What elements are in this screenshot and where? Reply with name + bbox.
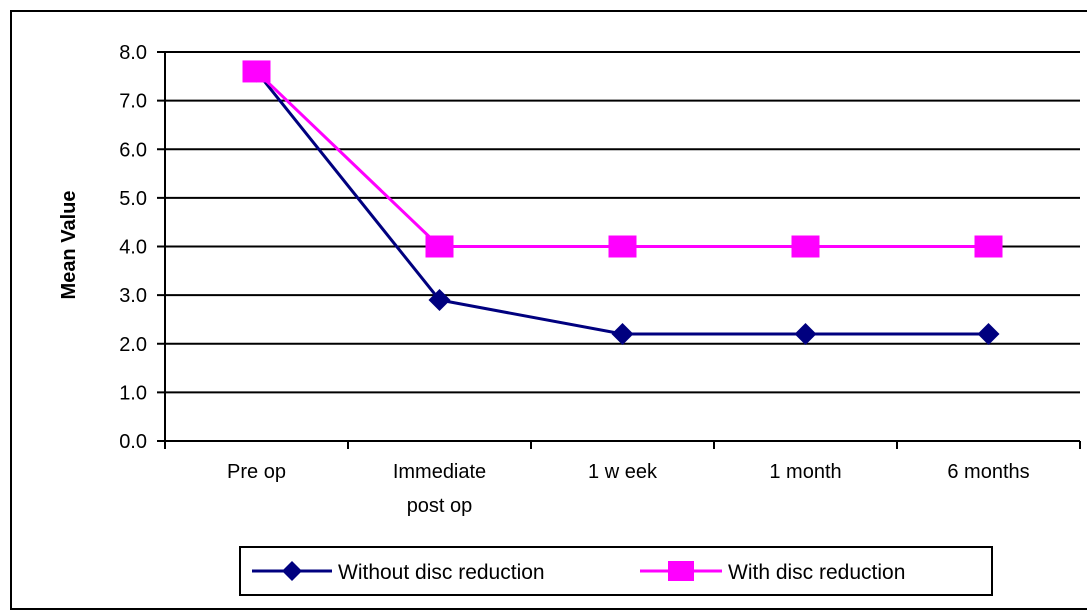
x-tick-label: 1 month — [769, 461, 841, 483]
legend-marker — [282, 561, 302, 581]
y-tick-label: 2.0 — [119, 334, 147, 356]
data-point — [608, 235, 637, 258]
y-tick-label: 5.0 — [119, 188, 147, 210]
data-point — [428, 288, 451, 311]
series-layer — [242, 60, 1003, 346]
line-chart: 0.0 1.0 2.0 3.0 4.0 5.0 6.0 7.0 8.0 Pre op Immedia… — [58, 42, 1081, 596]
x-tick-label: Immediate — [393, 461, 486, 483]
y-tick-label: 0.0 — [119, 431, 147, 453]
y-tick-label: 4.0 — [119, 237, 147, 259]
x-tick-label: 1 w eek — [588, 461, 658, 483]
y-tick-label: 6.0 — [119, 139, 147, 161]
data-point — [611, 323, 634, 346]
y-axis-title: Mean Value — [58, 191, 80, 300]
y-tick-label: 8.0 — [119, 42, 147, 64]
legend: Without disc reduction With disc reductio… — [239, 546, 993, 596]
data-point — [425, 235, 454, 258]
x-tick-label: 6 months — [947, 461, 1029, 483]
legend-label: With disc reduction — [728, 561, 905, 584]
legend-box — [239, 546, 993, 596]
data-point — [977, 323, 1000, 346]
data-point — [794, 323, 817, 346]
x-tick-label: post op — [407, 495, 473, 517]
axes — [157, 51, 1081, 449]
tick-labels: 0.0 1.0 2.0 3.0 4.0 5.0 6.0 7.0 8.0 Pre op Immedia… — [119, 42, 1029, 517]
series-line-1 — [255, 70, 989, 248]
y-tick-label: 7.0 — [119, 91, 147, 113]
chart-frame — [10, 10, 1087, 610]
data-point — [791, 235, 820, 258]
legend-label: Without disc reduction — [338, 561, 545, 584]
x-tick-label: Pre op — [227, 461, 286, 483]
y-tick-label: 1.0 — [119, 382, 147, 404]
data-point — [242, 60, 271, 83]
data-point — [974, 235, 1003, 258]
legend-marker — [668, 561, 694, 581]
y-tick-label: 3.0 — [119, 285, 147, 307]
